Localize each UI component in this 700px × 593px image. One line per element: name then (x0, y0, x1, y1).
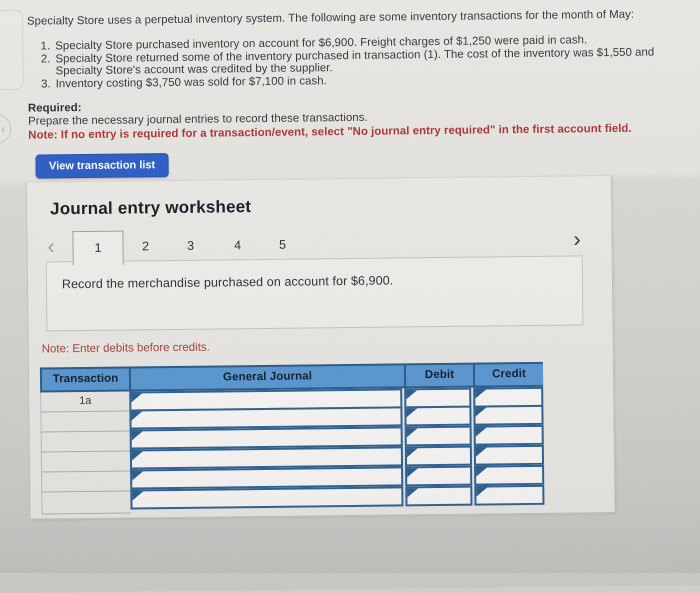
dropdown-marker-icon (475, 407, 486, 416)
dropdown-marker-icon (132, 491, 143, 500)
chevron-left-icon: ‹ (47, 235, 54, 258)
dropdown-marker-icon (132, 471, 143, 480)
panel-collapse-handle[interactable]: ‹ (0, 114, 11, 144)
dropdown-marker-icon (476, 427, 487, 436)
col-header-credit: Credit (475, 364, 543, 386)
problem-intro: Specialty Store uses a perpetual invento… (27, 8, 682, 28)
dropdown-marker-icon (476, 467, 487, 476)
debit-input[interactable] (404, 406, 471, 427)
transaction-label-cell (40, 412, 129, 433)
pager-tab-2[interactable]: 2 (130, 233, 160, 259)
chevron-left-icon: ‹ (1, 122, 5, 136)
chevron-right-icon: › (573, 226, 581, 251)
transaction-prompt: Record the merchandise purchased on acco… (47, 256, 582, 291)
transaction-label-cell (41, 472, 130, 493)
pager-next-button[interactable]: › (573, 224, 581, 254)
col-header-debit: Debit (406, 365, 473, 387)
credit-input[interactable] (474, 425, 544, 446)
col-header-transaction: Transaction (42, 369, 129, 391)
dropdown-marker-icon (407, 448, 418, 457)
dropdown-marker-icon (132, 431, 143, 440)
dropdown-marker-icon (132, 451, 143, 460)
col-header-general-journal: General Journal (131, 365, 404, 389)
app-viewport: ‹ Specialty Store uses a perpetual inven… (0, 0, 700, 577)
credit-input[interactable] (473, 405, 543, 426)
list-item-number: 2. (37, 53, 50, 78)
journal-entry-worksheet-card: Journal entry worksheet ‹ 1 2 3 4 5 › Re… (26, 175, 616, 520)
pager-tab-3[interactable]: 3 (175, 233, 205, 259)
dropdown-marker-icon (475, 389, 486, 398)
pager-tab-5[interactable]: 5 (267, 232, 297, 258)
debit-input[interactable] (405, 446, 472, 467)
transaction-label-cell (41, 492, 130, 515)
pager-tab-4[interactable]: 4 (222, 232, 252, 258)
view-transaction-list-button[interactable]: View transaction list (35, 153, 168, 179)
partial-card-edge (0, 10, 24, 90)
credit-input[interactable] (474, 485, 544, 506)
list-item-number: 1. (37, 41, 50, 54)
journal-table-body: 1a (40, 387, 544, 515)
credit-input[interactable] (474, 465, 544, 486)
transaction-label-cell: 1a (40, 392, 129, 413)
list-item-text: Inventory costing $3,750 was sold for $7… (56, 75, 327, 90)
dropdown-marker-icon (131, 393, 142, 402)
dropdown-marker-icon (407, 428, 418, 437)
dropdown-marker-icon (131, 411, 142, 420)
dropdown-marker-icon (476, 447, 487, 456)
dropdown-marker-icon (406, 390, 417, 399)
list-item-number: 3. (38, 78, 51, 91)
debit-input[interactable] (405, 426, 472, 447)
debits-before-credits-note: Note: Enter debits before credits. (42, 342, 210, 356)
transaction-prompt-box: Record the merchandise purchased on acco… (46, 255, 584, 331)
pager-tab-1[interactable]: 1 (72, 231, 123, 266)
journal-table: Transaction General Journal Debit Credit… (40, 362, 545, 515)
transaction-label-cell (41, 432, 130, 453)
transaction-label-cell (41, 452, 130, 473)
debit-input[interactable] (405, 486, 472, 507)
dropdown-marker-icon (407, 488, 418, 497)
transaction-list: 1. Specialty Store purchased inventory o… (27, 34, 683, 91)
dropdown-marker-icon (407, 468, 418, 477)
credit-input[interactable] (474, 445, 544, 466)
dropdown-marker-icon (406, 408, 417, 417)
pager-prev-button[interactable]: ‹ (47, 232, 54, 262)
account-input[interactable] (130, 486, 403, 509)
problem-statement: Specialty Store uses a perpetual invento… (27, 8, 683, 142)
debit-input[interactable] (405, 466, 472, 487)
worksheet-title: Journal entry worksheet (50, 197, 251, 219)
dropdown-marker-icon (476, 487, 487, 496)
